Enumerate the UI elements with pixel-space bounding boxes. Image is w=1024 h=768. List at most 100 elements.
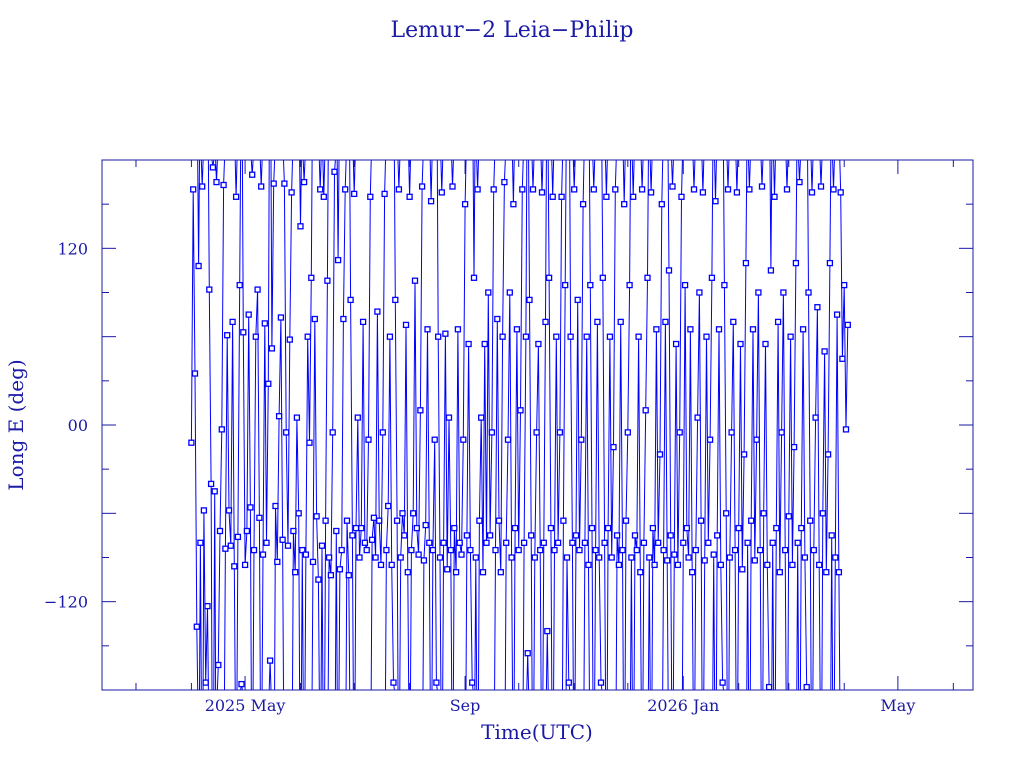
- data-point: [794, 539, 801, 546]
- data-point: [807, 517, 814, 524]
- data-point: [749, 326, 757, 333]
- data-point: [318, 542, 326, 549]
- data-point: [610, 443, 617, 451]
- x-tick-label: 2026 Jan: [647, 696, 719, 715]
- data-point: [685, 554, 692, 561]
- data-point: [667, 532, 674, 539]
- data-point: [288, 189, 295, 196]
- data-point: [336, 566, 344, 573]
- data-point: [497, 569, 504, 576]
- data-point: [299, 546, 306, 554]
- data-point: [354, 414, 361, 421]
- data-point: [656, 451, 664, 458]
- data-point: [476, 517, 483, 524]
- data-point: [426, 539, 433, 546]
- data-point: [805, 289, 812, 296]
- data-point: [334, 256, 342, 264]
- data-point: [776, 569, 783, 576]
- data-point: [808, 189, 816, 196]
- data-point: [630, 193, 637, 200]
- data-point: [526, 296, 533, 304]
- x-tick-label: Sep: [450, 696, 481, 715]
- data-point: [385, 502, 392, 510]
- data-point: [694, 414, 701, 421]
- data-point: [506, 289, 513, 296]
- data-point: [358, 524, 365, 532]
- data-point: [606, 333, 614, 340]
- data-point: [803, 683, 810, 690]
- data-point: [844, 321, 851, 329]
- data-point: [637, 569, 644, 576]
- data-point: [721, 281, 728, 289]
- data-point: [433, 679, 440, 686]
- data-point: [717, 561, 724, 569]
- data-point: [420, 557, 428, 564]
- data-point: [220, 181, 227, 189]
- data-point: [399, 510, 406, 517]
- data-point: [819, 510, 826, 517]
- data-point: [596, 554, 603, 561]
- data-point: [408, 546, 415, 554]
- data-point: [562, 281, 569, 289]
- data-point: [390, 679, 397, 686]
- data-point: [758, 183, 766, 190]
- data-point: [517, 407, 524, 414]
- data-point: [415, 551, 422, 558]
- data-point: [524, 650, 531, 657]
- data-point: [799, 326, 807, 333]
- data-point: [597, 679, 605, 686]
- data-point: [494, 315, 501, 323]
- data-point: [495, 517, 503, 524]
- data-point: [388, 561, 395, 569]
- data-point: [519, 186, 526, 193]
- data-point: [728, 429, 735, 436]
- data-point: [227, 542, 234, 549]
- data-point: [764, 561, 771, 569]
- data-point: [266, 657, 274, 664]
- data-point: [216, 527, 224, 535]
- data-point: [363, 546, 370, 554]
- data-point: [823, 569, 830, 576]
- data-point: [778, 429, 785, 436]
- data-point: [703, 333, 710, 340]
- data-point: [338, 546, 345, 554]
- data-point: [828, 532, 835, 539]
- data-point: [277, 314, 285, 321]
- data-point: [209, 164, 217, 171]
- data-point: [370, 514, 378, 521]
- data-point: [258, 183, 265, 190]
- data-point: [191, 370, 199, 377]
- data-point: [238, 680, 245, 688]
- data-point: [572, 532, 580, 539]
- data-point: [445, 414, 453, 421]
- data-point: [463, 532, 471, 539]
- data-point: [322, 517, 329, 524]
- data-point: [243, 527, 251, 535]
- data-point: [581, 539, 589, 546]
- data-point: [381, 190, 388, 198]
- data-point: [343, 517, 351, 524]
- data-point: [531, 554, 538, 561]
- data-point: [687, 326, 694, 333]
- data-point: [787, 333, 794, 340]
- data-point: [222, 545, 229, 552]
- data-point: [724, 186, 732, 193]
- data-point: [744, 539, 751, 546]
- data-point: [427, 198, 435, 205]
- data-point: [746, 186, 753, 193]
- x-tick-label: May: [880, 696, 915, 715]
- data-point: [259, 551, 267, 558]
- data-point: [544, 627, 551, 635]
- data-point: [676, 429, 683, 436]
- data-point: [327, 572, 335, 579]
- data-point: [528, 532, 535, 539]
- data-point: [712, 198, 719, 205]
- data-point: [681, 281, 689, 289]
- data-point: [731, 546, 739, 554]
- data-point: [485, 289, 492, 296]
- data-point: [393, 517, 401, 524]
- data-point: [306, 439, 313, 446]
- data-point: [796, 178, 803, 186]
- data-point: [615, 561, 623, 569]
- data-point: [279, 536, 286, 543]
